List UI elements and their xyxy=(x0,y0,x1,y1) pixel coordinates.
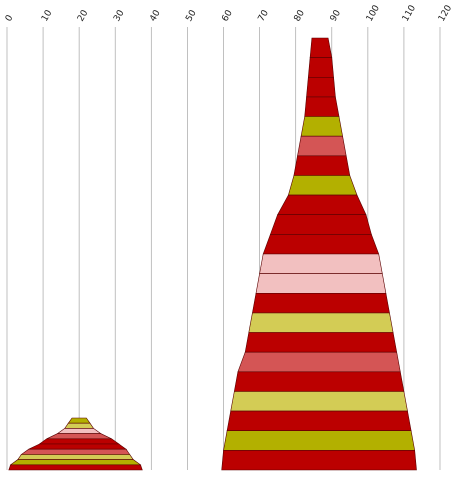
band xyxy=(252,292,390,314)
band xyxy=(226,410,412,432)
x-tick-label: 60 xyxy=(220,8,235,23)
x-tick-label: 30 xyxy=(112,8,127,23)
x-tick-label: 20 xyxy=(76,8,91,23)
band xyxy=(248,312,394,333)
large-pyramid xyxy=(221,37,417,471)
band xyxy=(244,332,398,353)
band xyxy=(20,448,131,455)
band xyxy=(262,234,380,255)
x-tick-label: 90 xyxy=(329,8,344,23)
band xyxy=(269,214,372,235)
band xyxy=(28,443,128,450)
x-tick-label: 80 xyxy=(293,8,308,23)
x-tick-label: 40 xyxy=(148,8,163,23)
x-tick-label: 0 xyxy=(4,13,16,23)
x-tick-label: 100 xyxy=(365,3,382,23)
band xyxy=(67,417,91,424)
band xyxy=(288,175,358,196)
x-tick-label: 10 xyxy=(40,8,55,23)
band xyxy=(64,422,95,429)
band xyxy=(8,464,143,471)
band xyxy=(293,155,351,176)
band xyxy=(306,77,336,98)
band xyxy=(255,273,387,294)
band xyxy=(297,135,347,157)
band xyxy=(300,116,343,137)
band xyxy=(221,450,417,471)
band xyxy=(233,371,405,392)
band xyxy=(17,454,134,460)
band xyxy=(223,430,416,451)
small-pyramid xyxy=(8,417,143,471)
band xyxy=(56,428,102,434)
x-tick-label: 70 xyxy=(257,8,272,23)
band xyxy=(277,194,367,215)
band xyxy=(309,37,333,58)
band xyxy=(237,351,401,373)
band xyxy=(230,391,408,412)
x-tick-label: 120 xyxy=(437,3,452,23)
x-tick-labels: 0 10 20 30 40 50 60 70 80 90 100 110 120 xyxy=(4,3,452,23)
band xyxy=(46,433,112,440)
band xyxy=(259,253,383,274)
band xyxy=(304,96,340,117)
x-tick-label: 50 xyxy=(184,8,199,23)
band xyxy=(307,57,334,78)
x-tick-label: 110 xyxy=(401,3,418,23)
band xyxy=(9,459,142,466)
band xyxy=(38,438,120,445)
